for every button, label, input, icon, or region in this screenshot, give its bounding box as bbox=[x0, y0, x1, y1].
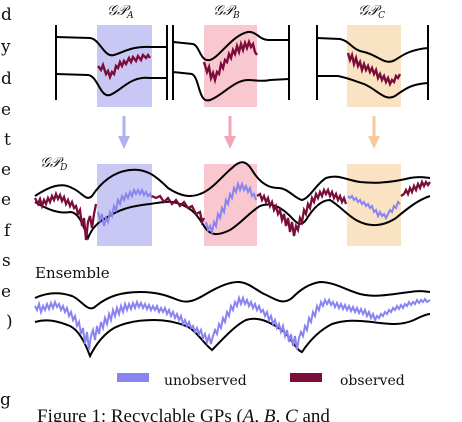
upper-envelope-d bbox=[34, 161, 431, 202]
margin-letter: ) bbox=[6, 312, 13, 332]
observed-series-d bbox=[33, 179, 431, 241]
arrow-b-to-d bbox=[224, 116, 236, 149]
margin-letter: s bbox=[2, 251, 11, 271]
observed-series-a bbox=[97, 52, 151, 81]
panel-title-gp-c: 𝒢𝒫C bbox=[358, 3, 385, 21]
margin-letter: e bbox=[1, 190, 11, 210]
svg-text:𝒢𝒫D: 𝒢𝒫D bbox=[40, 155, 67, 173]
left-margin-text: d y d e t e e f s e ) g bbox=[0, 5, 13, 410]
arrow-a-to-d bbox=[118, 116, 130, 149]
margin-letter: f bbox=[4, 221, 12, 241]
svg-text:𝒢𝒫A: 𝒢𝒫A bbox=[107, 3, 134, 21]
observed-series-b bbox=[202, 38, 258, 85]
margin-letter: e bbox=[1, 100, 11, 120]
upper-envelope-ensemble bbox=[34, 280, 431, 310]
upper-envelope-c bbox=[316, 37, 429, 63]
upper-envelope-a bbox=[55, 36, 167, 57]
svg-text:𝒢𝒫C: 𝒢𝒫C bbox=[358, 3, 385, 21]
legend-label-observed: observed bbox=[340, 373, 405, 389]
panel-gp-c bbox=[316, 25, 429, 107]
arrow-c-to-d bbox=[368, 116, 380, 149]
upper-envelope-b bbox=[172, 30, 289, 62]
observed-series-c bbox=[346, 50, 402, 88]
ensemble-label: Ensemble bbox=[35, 264, 110, 282]
unobserved-series-d bbox=[97, 180, 401, 236]
panel-title-gp-d: 𝒢𝒫D bbox=[40, 155, 67, 173]
lower-envelope-b bbox=[172, 71, 290, 102]
margin-letter: d bbox=[1, 5, 12, 25]
panel-title-gp-b: 𝒢𝒫B bbox=[213, 3, 240, 21]
highlight-band-d-c bbox=[347, 164, 401, 246]
unobserved-series-ensemble bbox=[34, 294, 431, 351]
legend-label-unobserved: unobserved bbox=[164, 373, 247, 389]
panel-title-gp-a: 𝒢𝒫A bbox=[107, 3, 134, 21]
legend: unobserved observed bbox=[117, 373, 405, 389]
highlight-band-b bbox=[204, 25, 257, 107]
highlight-band-c bbox=[347, 25, 401, 107]
panel-gp-b bbox=[172, 25, 290, 107]
lower-envelope-a bbox=[55, 73, 167, 97]
panel-gp-d bbox=[33, 161, 431, 246]
lower-envelope-d bbox=[34, 195, 431, 241]
svg-text:𝒢𝒫B: 𝒢𝒫B bbox=[213, 3, 240, 21]
panel-gp-a bbox=[55, 25, 168, 107]
panel-ensemble bbox=[34, 280, 431, 359]
margin-letter: e bbox=[1, 282, 11, 302]
highlight-band-a bbox=[97, 25, 152, 107]
figure-caption: Figure 1: Recyclable GPs (A, B, C and bbox=[37, 406, 330, 422]
margin-letter: e bbox=[1, 160, 11, 180]
lower-envelope-ensemble bbox=[34, 313, 431, 359]
margin-letter: y bbox=[0, 37, 11, 57]
margin-letter: t bbox=[4, 130, 11, 150]
lower-envelope-c bbox=[317, 75, 429, 99]
margin-letter: g bbox=[0, 390, 11, 410]
legend-swatch-unobserved bbox=[117, 373, 149, 382]
margin-letter: d bbox=[1, 69, 12, 89]
legend-swatch-observed bbox=[290, 373, 322, 382]
